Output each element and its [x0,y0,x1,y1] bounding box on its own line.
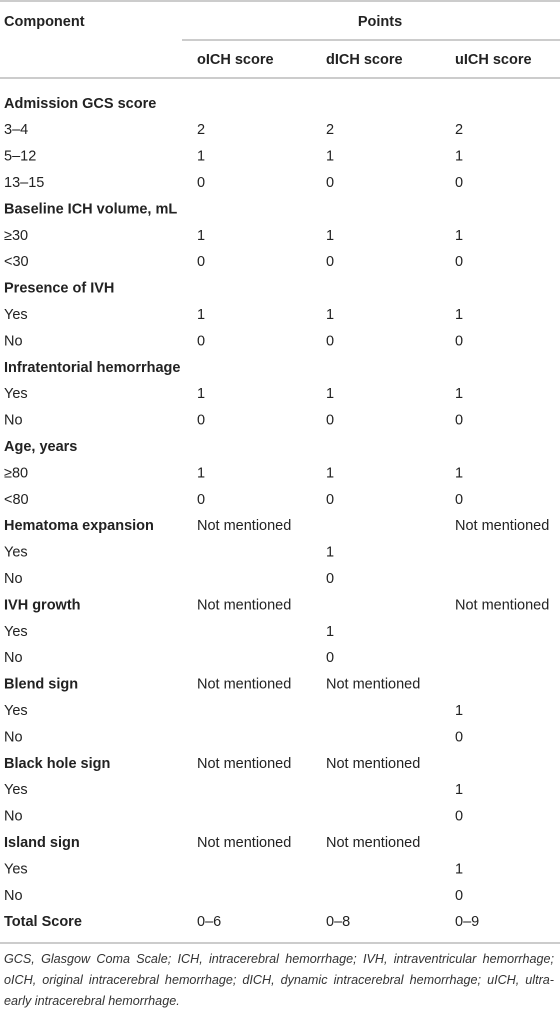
cell: 1 [455,386,463,402]
cell: 2 [455,122,463,138]
cell: 0 [455,175,463,191]
cell: 1 [197,228,205,244]
row-label: 3–4 [4,122,28,138]
row-label: ≥80 [4,465,28,481]
row-label: ≥30 [4,228,28,244]
cell: 0 [455,492,463,508]
row-label: Yes [4,861,28,877]
cell: 0 [197,254,205,270]
cell: 0 [326,492,334,508]
row-label: IVH growth [4,597,81,613]
cell: Not mentioned [197,677,291,693]
cell: 1 [197,465,205,481]
cell: 1 [326,149,334,165]
row-label: Island sign [4,835,80,851]
row-label: No [4,413,23,429]
cell: 0 [455,333,463,349]
row-label: Yes [4,624,28,640]
row-label: Yes [4,782,28,798]
cell: 1 [326,228,334,244]
cell: 1 [197,307,205,323]
row-label: Yes [4,703,28,719]
row-label: Admission GCS score [4,96,156,112]
cell: 0 [197,175,205,191]
header-component: Component [4,14,85,30]
row-label: Presence of IVH [4,281,114,297]
cell: Not mentioned [455,597,549,613]
cell: 1 [455,307,463,323]
cell: 0 [326,650,334,666]
cell: 1 [455,703,463,719]
cell: 1 [197,149,205,165]
cell: 1 [326,307,334,323]
cell: 0–8 [326,914,350,930]
row-label: Hematoma expansion [4,518,154,534]
cell: 0 [326,413,334,429]
cell: 1 [455,782,463,798]
cell: 0 [197,413,205,429]
column-header: uICH score [455,52,532,68]
row-label: Blend sign [4,677,78,693]
cell: 1 [455,861,463,877]
row-label: <80 [4,492,29,508]
cell: Not mentioned [326,835,420,851]
cell: 0 [326,571,334,587]
row-label: <30 [4,254,29,270]
cell: 0 [197,492,205,508]
row-label: Black hole sign [4,756,110,772]
cell: Not mentioned [326,756,420,772]
row-label: Total Score [4,914,82,930]
row-label: No [4,333,23,349]
row-label: No [4,888,23,904]
row-label: No [4,650,23,666]
cell: 2 [326,122,334,138]
row-label: No [4,809,23,825]
row-label: No [4,571,23,587]
cell: 0 [197,333,205,349]
cell: 0 [455,809,463,825]
cell: 0 [455,888,463,904]
cell: Not mentioned [197,518,291,534]
row-label: Yes [4,545,28,561]
row-label: Age, years [4,439,77,455]
footnote: GCS, Glasgow Coma Scale; ICH, intracereb… [4,952,554,1008]
cell: 1 [326,624,334,640]
row-label: Infratentorial hemorrhage [4,360,180,376]
header-points: Points [358,14,402,30]
cell: Not mentioned [197,835,291,851]
cell: 1 [197,386,205,402]
cell: 1 [326,465,334,481]
cell: 1 [326,386,334,402]
cell: 1 [455,228,463,244]
table: Component Points oICH score dICH score uIC… [0,0,560,944]
cell: 1 [326,545,334,561]
cell: 0 [455,254,463,270]
row-label: No [4,729,23,745]
cell: 0 [326,254,334,270]
cell: 1 [455,149,463,165]
cell: 0 [326,175,334,191]
cell: 1 [455,465,463,481]
cell: 2 [197,122,205,138]
cell: Not mentioned [197,597,291,613]
cell: 0–9 [455,914,479,930]
column-header: dICH score [326,52,403,68]
cell: Not mentioned [455,518,549,534]
row-label: Baseline ICH volume, mL [4,201,177,217]
cell: 0–6 [197,914,221,930]
cell: Not mentioned [326,677,420,693]
column-header: oICH score [197,52,274,68]
cell: 0 [455,413,463,429]
row-label: Yes [4,386,28,402]
row-label: 5–12 [4,149,36,165]
row-label: 13–15 [4,175,44,191]
cell: Not mentioned [197,756,291,772]
cell: 0 [326,333,334,349]
row-label: Yes [4,307,28,323]
cell: 0 [455,729,463,745]
